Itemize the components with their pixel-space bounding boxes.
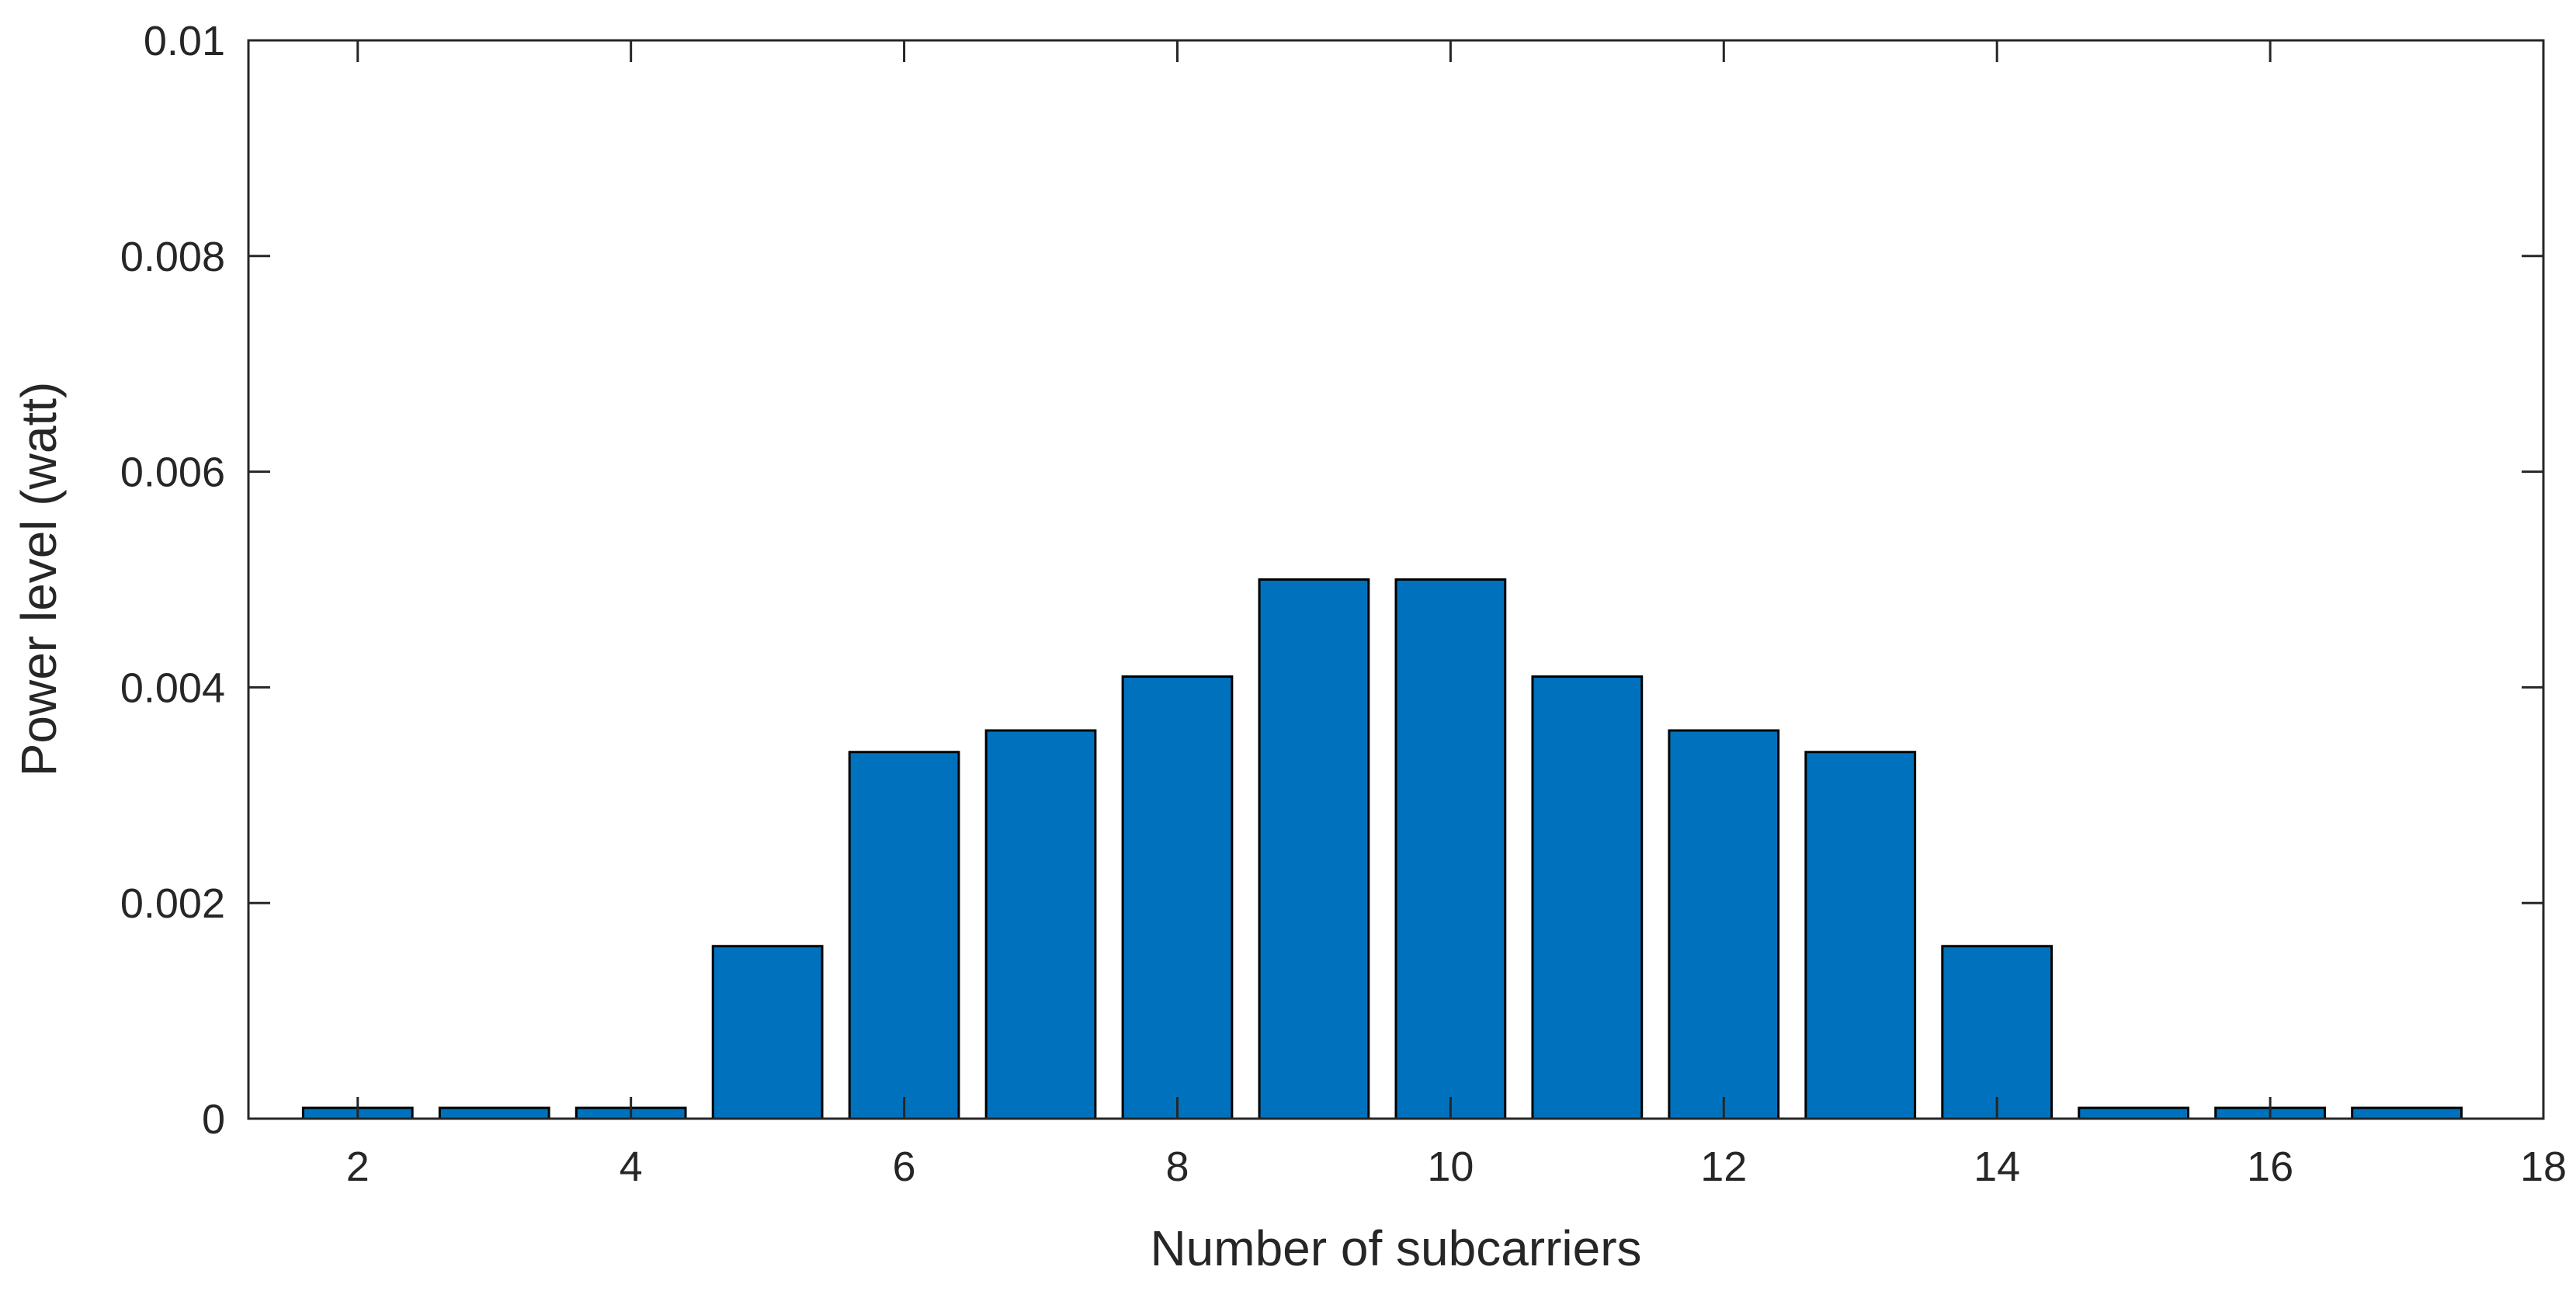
bar-9 <box>1258 578 1370 1120</box>
x-tick-label: 2 <box>346 1144 370 1190</box>
x-tick-label: 6 <box>893 1144 916 1190</box>
bar-3 <box>438 1106 550 1120</box>
x-tick-label: 4 <box>620 1144 643 1190</box>
y-axis-label: Power level (watt) <box>11 382 67 777</box>
bar-8 <box>1121 675 1234 1120</box>
x-tick-label: 8 <box>1165 1144 1189 1190</box>
bar-15 <box>2078 1106 2190 1120</box>
bar-6 <box>848 751 960 1120</box>
bar-13 <box>1804 751 1917 1120</box>
x-tick-label: 12 <box>1700 1144 1747 1190</box>
bar-7 <box>984 729 1097 1120</box>
x-axis-label: Number of subcarriers <box>1150 1220 1641 1276</box>
y-tick-label: 0.008 <box>120 234 225 280</box>
x-tick-label: 18 <box>2520 1144 2567 1190</box>
x-tick-label: 16 <box>2247 1144 2293 1190</box>
bar-14 <box>1941 945 2054 1120</box>
axes-box <box>247 39 2545 1120</box>
bar-17 <box>2351 1106 2463 1120</box>
tick-labels-group: 2 4 6 8 10 12 14 16 18 0 0.002 0.004 0.006 0.008 0.01 <box>120 18 2567 1190</box>
y-tick-label: 0 <box>202 1096 225 1143</box>
y-tick-label: 0.01 <box>144 18 225 64</box>
bar-11 <box>1531 675 1644 1120</box>
y-tick-label: 0.002 <box>120 880 225 927</box>
x-tick-label: 14 <box>1974 1144 2020 1190</box>
bar-5 <box>711 945 824 1120</box>
bar-10 <box>1394 578 1507 1120</box>
x-tick-label: 10 <box>1427 1144 1474 1190</box>
y-tick-label: 0.006 <box>120 449 225 496</box>
bar-12 <box>1668 729 1780 1120</box>
y-tick-label: 0.004 <box>120 665 225 711</box>
bars-group <box>301 578 2463 1120</box>
